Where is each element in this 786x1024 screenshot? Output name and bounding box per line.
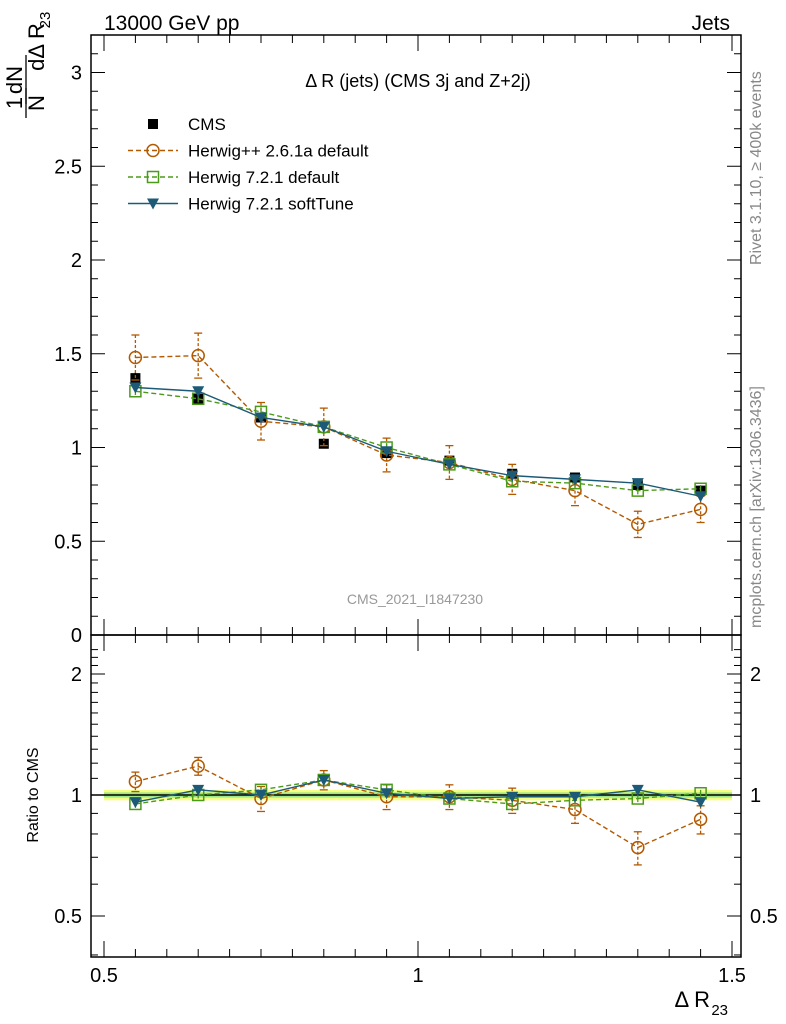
legend: CMS Herwig++ 2.6.1a default Herwig 7.2.1 d… bbox=[128, 115, 369, 214]
ratio-y-tick-label: 0.5 bbox=[54, 906, 82, 928]
softtune-marker bbox=[380, 446, 393, 458]
cms-marker bbox=[130, 373, 141, 384]
x-tick-label: 0.5 bbox=[90, 965, 118, 987]
softtune-marker bbox=[569, 791, 581, 803]
herwigpp-marker bbox=[693, 812, 708, 827]
main-y-tick-label: 2 bbox=[71, 250, 82, 272]
legend-label: Herwig 7.2.1 softTune bbox=[188, 195, 354, 214]
softtune-marker bbox=[694, 797, 707, 809]
ratio-y-tick-label: 2 bbox=[71, 664, 82, 686]
main-panel: 0 0.5 1 1.5 2 2.5 3 Δ R (jets) (CMS 3j and Z+2… bbox=[54, 34, 742, 647]
ratio-y-label: Ratio to CMS bbox=[25, 747, 42, 842]
main-x-ticks bbox=[103, 35, 733, 635]
softtune-marker bbox=[317, 774, 330, 786]
legend-item-cms: CMS bbox=[148, 115, 226, 134]
ratio-frame bbox=[90, 634, 742, 958]
series-softtune bbox=[129, 774, 707, 809]
series-cms bbox=[130, 372, 706, 496]
softtune-marker bbox=[631, 784, 644, 796]
herwigpp-marker bbox=[128, 774, 143, 789]
herwigpp-marker bbox=[191, 759, 205, 773]
plot-title: Δ R (jets) (CMS 3j and Z+2j) bbox=[305, 71, 531, 91]
series-line-herwigpp bbox=[135, 354, 701, 526]
main-y-tick-label: 1 bbox=[71, 438, 82, 460]
watermark: CMS_2021_I1847230 bbox=[347, 591, 483, 607]
ratio-y-tick-label-right: 2 bbox=[750, 664, 761, 686]
main-y-tick-label: 0 bbox=[71, 625, 82, 647]
series-line-herwig721 bbox=[135, 779, 701, 805]
main-y-tick-label: 2.5 bbox=[54, 156, 82, 178]
ratio-series bbox=[128, 756, 708, 866]
rivet-label: Rivet 3.1.10, ≥ 400k events bbox=[748, 71, 765, 265]
ylabel-sub: 23 bbox=[37, 12, 54, 29]
softtune-marker bbox=[569, 474, 581, 486]
legend-label: Herwig++ 2.6.1a default bbox=[188, 142, 369, 161]
legend-item-softtune: Herwig 7.2.1 softTune bbox=[128, 195, 354, 214]
x-tick-label: 1 bbox=[412, 965, 423, 987]
main-y-label: 1 N dN dΔ R 23 bbox=[2, 12, 54, 118]
legend-label: Herwig 7.2.1 default bbox=[188, 168, 339, 187]
series-softtune bbox=[129, 382, 707, 503]
main-series bbox=[128, 332, 708, 539]
herwigpp-marker bbox=[146, 143, 160, 158]
main-y-tick-label: 0.5 bbox=[54, 531, 82, 553]
series-line-softtune bbox=[135, 779, 701, 803]
x-tick-label: 1.5 bbox=[718, 965, 746, 987]
softtune-marker bbox=[631, 478, 644, 490]
softtune-marker bbox=[192, 784, 205, 796]
herwigpp-marker bbox=[631, 840, 645, 855]
ylabel-den: dΔ R bbox=[24, 23, 49, 71]
legend-item-herwig721: Herwig 7.2.1 default bbox=[128, 168, 339, 187]
series-line-herwigpp bbox=[135, 765, 701, 849]
legend-item-herwigpp: Herwig++ 2.6.1a default bbox=[128, 142, 369, 161]
ylabel-one: 1 bbox=[2, 97, 27, 109]
softtune-marker bbox=[443, 793, 456, 805]
herwigpp-marker bbox=[191, 348, 205, 363]
ratio-x-axis: 0.5 1 1.5 bbox=[90, 635, 746, 987]
x-label-sub: 23 bbox=[711, 1002, 728, 1019]
series-herwigpp bbox=[128, 332, 708, 539]
softtune-marker bbox=[129, 797, 142, 809]
softtune-marker bbox=[129, 382, 142, 394]
softtune-marker bbox=[443, 459, 456, 471]
ratio-y-axis: 0.5 0.5 1 1 2 2 bbox=[54, 649, 778, 956]
herwigpp-marker bbox=[128, 350, 143, 365]
main-y-axis: 0 0.5 1 1.5 2 2.5 3 bbox=[54, 34, 741, 647]
softtune-marker bbox=[192, 386, 205, 398]
softtune-marker bbox=[506, 470, 519, 482]
softtune-marker bbox=[317, 421, 330, 433]
softtune-marker bbox=[255, 790, 267, 801]
series-line-herwig721 bbox=[135, 390, 701, 492]
ratio-y-tick-label: 1 bbox=[71, 785, 82, 807]
ylabel-N: N bbox=[24, 95, 49, 111]
ratio-y-tick-label-right: 0.5 bbox=[750, 906, 778, 928]
herwig721-marker bbox=[146, 170, 160, 184]
legend-label: CMS bbox=[188, 115, 226, 134]
header-left: 13000 GeV pp bbox=[104, 12, 239, 35]
x-label-main: Δ R bbox=[675, 987, 710, 1012]
ylabel-dN: dN bbox=[2, 66, 27, 94]
series-line-softtune bbox=[135, 386, 701, 497]
softtune-marker bbox=[147, 198, 159, 210]
header-right: Jets bbox=[691, 12, 730, 35]
herwigpp-marker bbox=[631, 517, 645, 532]
ratio-y-tick-label-right: 1 bbox=[750, 785, 761, 807]
main-y-tick-label: 1.5 bbox=[54, 344, 82, 366]
cms-marker bbox=[148, 119, 158, 129]
herwigpp-marker bbox=[693, 502, 708, 517]
softtune-marker bbox=[380, 788, 393, 800]
ratio-panel: 0.5 0.5 1 1 2 2 0.5 1 1.5 bbox=[54, 634, 778, 987]
softtune-marker bbox=[255, 412, 267, 424]
softtune-marker bbox=[506, 791, 519, 803]
series-herwigpp bbox=[128, 756, 708, 866]
softtune-marker bbox=[694, 491, 707, 503]
main-y-tick-label: 3 bbox=[71, 63, 82, 85]
series-herwig721 bbox=[129, 385, 707, 497]
mcplots-label: mcplots.cern.ch [arXiv:1306.3436] bbox=[748, 386, 765, 628]
